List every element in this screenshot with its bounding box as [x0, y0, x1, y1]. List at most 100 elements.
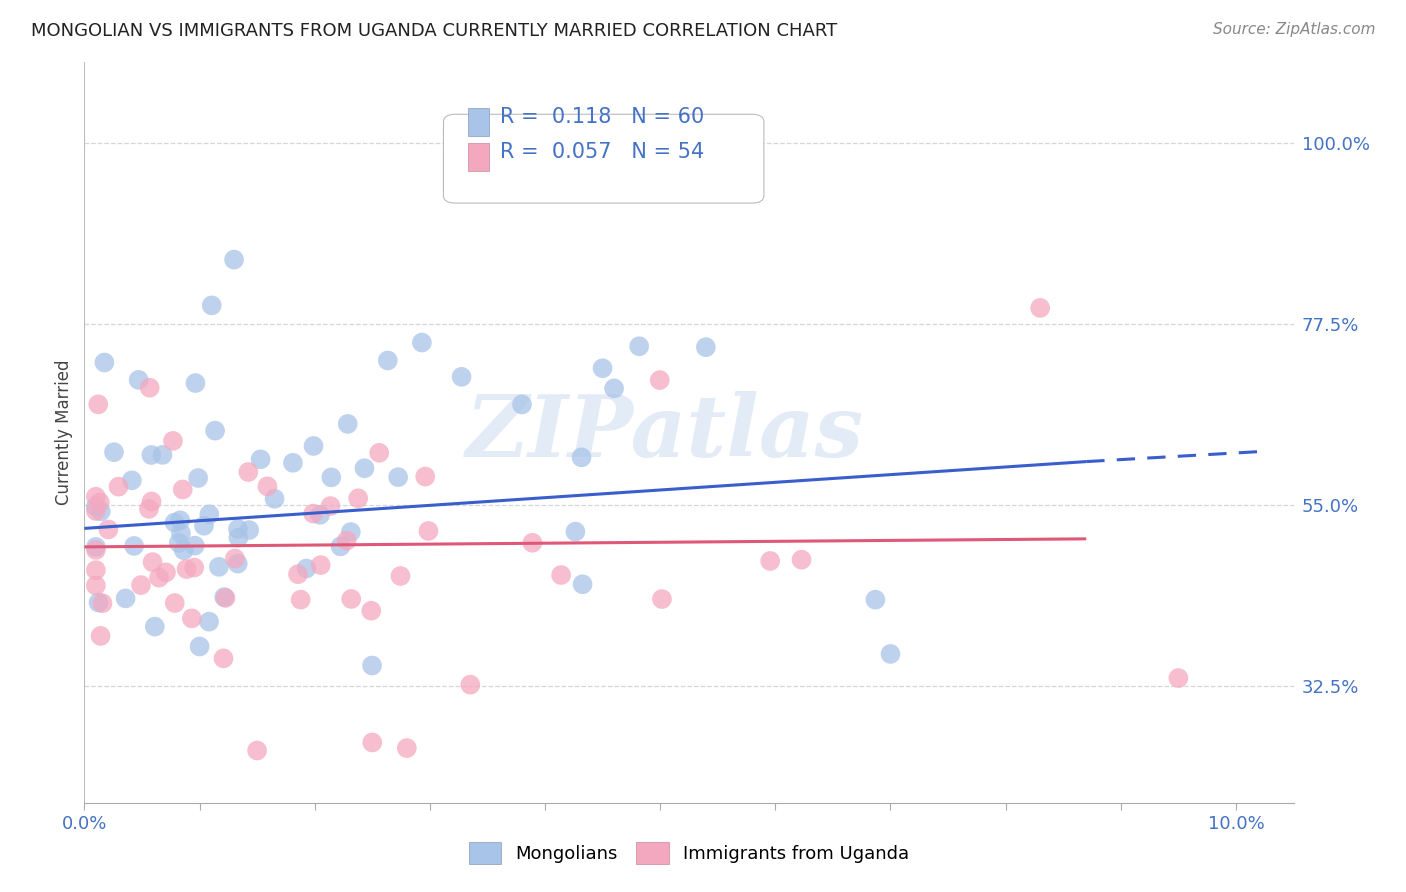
Point	[759, 554, 782, 568]
Point	[93, 355, 115, 369]
Point	[395, 741, 418, 756]
Point	[187, 471, 209, 485]
Point	[319, 499, 342, 513]
Point	[879, 647, 901, 661]
Point	[360, 604, 382, 618]
Point	[790, 552, 813, 566]
Point	[368, 446, 391, 460]
Point	[336, 417, 359, 431]
Point	[628, 339, 651, 353]
Point	[249, 452, 271, 467]
Point	[84, 540, 107, 554]
Point	[162, 434, 184, 448]
Point	[193, 518, 215, 533]
Point	[214, 591, 236, 605]
Point	[263, 491, 285, 506]
Point	[550, 568, 572, 582]
Point	[302, 507, 325, 521]
Point	[281, 456, 304, 470]
Point	[184, 376, 207, 390]
Point	[84, 578, 107, 592]
Point	[208, 559, 231, 574]
Point	[389, 569, 412, 583]
Point	[173, 543, 195, 558]
Legend: Mongolians, Immigrants from Uganda: Mongolians, Immigrants from Uganda	[468, 842, 910, 864]
Point	[90, 504, 112, 518]
Point	[592, 361, 614, 376]
Point	[361, 658, 384, 673]
Point	[163, 516, 186, 530]
Point	[167, 536, 190, 550]
FancyBboxPatch shape	[443, 114, 763, 203]
Point	[204, 424, 226, 438]
Point	[148, 571, 170, 585]
Point	[377, 353, 399, 368]
Point	[87, 397, 110, 411]
Point	[460, 678, 482, 692]
Text: MONGOLIAN VS IMMIGRANTS FROM UGANDA CURRENTLY MARRIED CORRELATION CHART: MONGOLIAN VS IMMIGRANTS FROM UGANDA CURR…	[31, 22, 837, 40]
Point	[246, 743, 269, 757]
Point	[155, 566, 177, 580]
Point	[865, 592, 887, 607]
Point	[340, 591, 363, 606]
Point	[172, 483, 194, 497]
Point	[91, 596, 114, 610]
Point	[648, 373, 671, 387]
Point	[142, 555, 165, 569]
Point	[183, 560, 205, 574]
Text: ZIPatlas: ZIPatlas	[465, 391, 863, 475]
Point	[287, 567, 309, 582]
Point	[188, 640, 211, 654]
Point	[176, 562, 198, 576]
Point	[564, 524, 586, 539]
Point	[571, 450, 593, 465]
Point	[603, 381, 626, 395]
Point	[141, 494, 163, 508]
Point	[212, 651, 235, 665]
Point	[87, 595, 110, 609]
Point	[411, 335, 433, 350]
Point	[695, 340, 717, 354]
Point	[121, 473, 143, 487]
Point	[97, 523, 120, 537]
Point	[138, 381, 160, 395]
Point	[163, 596, 186, 610]
Bar	[468, 143, 489, 171]
Y-axis label: Currently Married: Currently Married	[55, 359, 73, 506]
Point	[89, 495, 111, 509]
Point	[226, 522, 249, 536]
Point	[201, 298, 224, 312]
Point	[184, 539, 207, 553]
Point	[222, 252, 245, 267]
Point	[198, 615, 221, 629]
Point	[321, 470, 343, 484]
Text: R =  0.118   N = 60: R = 0.118 N = 60	[501, 107, 704, 127]
Point	[309, 508, 332, 522]
Point	[1167, 671, 1189, 685]
Point	[228, 531, 250, 545]
Point	[522, 535, 544, 549]
Point	[329, 540, 352, 554]
Point	[302, 439, 325, 453]
Point	[143, 619, 166, 633]
Point	[238, 523, 260, 537]
Point	[212, 590, 235, 604]
Point	[450, 369, 472, 384]
Point	[1029, 301, 1052, 315]
Point	[418, 524, 440, 538]
Point	[353, 461, 375, 475]
Point	[122, 539, 145, 553]
Point	[107, 480, 129, 494]
Point	[309, 558, 332, 573]
Point	[84, 500, 107, 514]
Point	[198, 508, 221, 522]
Point	[256, 479, 278, 493]
Point	[114, 591, 136, 606]
Bar	[468, 108, 489, 136]
Point	[152, 448, 174, 462]
Point	[290, 592, 312, 607]
Point	[510, 397, 533, 411]
Point	[84, 543, 107, 558]
Point	[138, 502, 160, 516]
Point	[84, 490, 107, 504]
